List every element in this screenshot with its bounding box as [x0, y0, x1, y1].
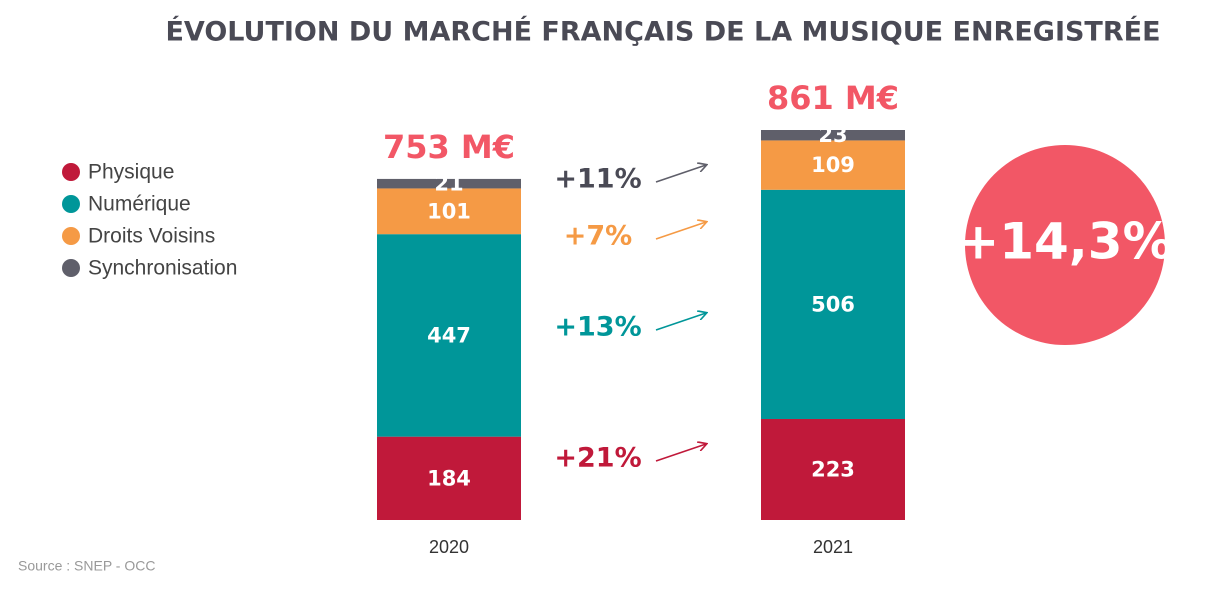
data-label: 109 [811, 153, 855, 177]
bar-segment [761, 418, 905, 520]
bar-segment [761, 140, 905, 190]
change-arrow [655, 222, 706, 240]
legend-label: Physique [88, 161, 174, 184]
change-label: +11% [554, 164, 641, 195]
data-label: 184 [427, 466, 471, 490]
total-change: +14,3% [957, 213, 1172, 271]
bar-segment [761, 189, 905, 419]
legend-swatch [62, 259, 80, 277]
total-label: 753 M€ [383, 128, 515, 166]
change-label: +13% [554, 312, 641, 343]
data-label: 506 [811, 292, 855, 316]
legend-label: Numérique [88, 193, 191, 216]
data-label: 447 [427, 323, 471, 347]
legend-label: Synchronisation [88, 257, 237, 280]
change-arrow [655, 444, 706, 462]
total-change-badge [965, 145, 1165, 345]
bar-segment [377, 178, 521, 189]
data-label: 101 [427, 199, 471, 223]
legend-swatch [62, 195, 80, 213]
change-label: +7% [564, 221, 632, 252]
data-label: 223 [811, 457, 855, 481]
x-tick-label: 2021 [813, 537, 853, 557]
change-arrow [655, 313, 706, 331]
total-label: 861 M€ [767, 79, 899, 117]
legend-swatch [62, 163, 80, 181]
data-label: 21 [434, 172, 463, 196]
bar-segment [377, 436, 521, 520]
source: Source : SNEP - OCC [18, 558, 155, 574]
bar-segment [761, 130, 905, 141]
x-tick-label: 2020 [429, 537, 469, 557]
change-arrow [655, 165, 706, 183]
bar-segment [377, 188, 521, 235]
data-label: 23 [818, 123, 847, 147]
chart-title: ÉVOLUTION DU MARCHÉ FRANÇAIS DE LA MUSIQ… [165, 16, 1160, 48]
bar-segment [377, 234, 521, 437]
legend-swatch [62, 227, 80, 245]
change-label: +21% [554, 443, 641, 474]
legend-label: Droits Voisins [88, 225, 215, 248]
